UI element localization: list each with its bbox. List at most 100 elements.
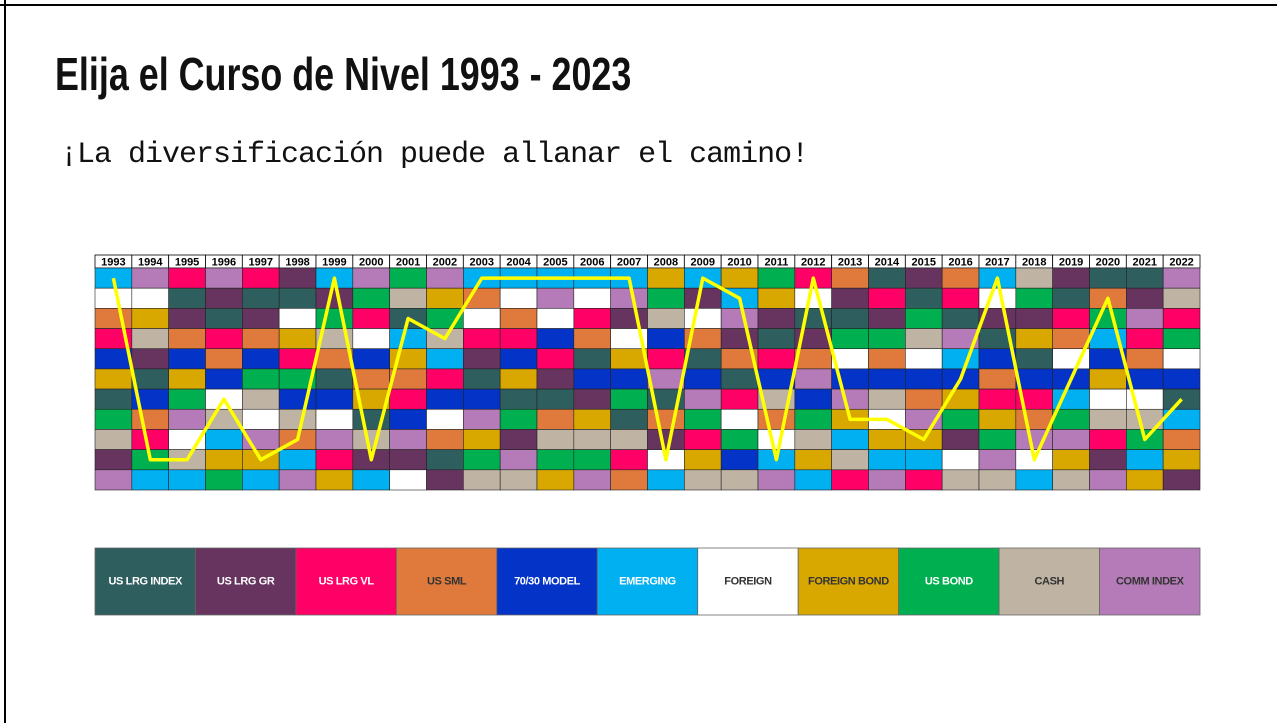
grid-cell [684, 368, 722, 390]
grid-cell [352, 429, 390, 450]
grid-cell [905, 328, 943, 350]
grid-cell [168, 348, 206, 370]
x-tick-label: 2017 [985, 256, 1009, 268]
grid-cell [573, 328, 611, 350]
legend-label: CASH [1035, 575, 1065, 587]
grid-cell [278, 449, 317, 471]
grid-cell [868, 267, 906, 289]
grid-cell [94, 469, 133, 491]
grid-cell [1052, 449, 1090, 471]
grid-cell [463, 408, 501, 430]
grid-cell [1015, 267, 1053, 289]
grid-cell [315, 348, 354, 370]
grid-cell [1015, 408, 1053, 430]
grid-cell [720, 328, 759, 350]
grid-cell [278, 408, 317, 430]
grid-cell [1089, 408, 1127, 430]
subtitle: ¡La diversificación puede allanar el cam… [60, 138, 808, 172]
legend-label: 70/30 MODEL [514, 575, 581, 587]
grid-cell [242, 469, 280, 491]
grid-cell [1162, 449, 1201, 471]
grid-cell [536, 348, 575, 370]
grid-cell [831, 308, 869, 329]
grid-cell [536, 308, 575, 329]
x-tick-label: 1993 [101, 256, 125, 268]
grid-cell [131, 328, 169, 350]
grid-cell [242, 328, 280, 350]
grid-cell [1015, 368, 1053, 390]
grid-cell [831, 328, 869, 350]
grid-cell [647, 308, 685, 329]
grid-cell [352, 469, 390, 491]
legend-label: FOREIGN [724, 575, 772, 587]
x-tick-label: 1996 [212, 256, 236, 268]
x-tick-label: 2001 [396, 256, 420, 268]
grid-cell [168, 388, 206, 410]
grid-cell [168, 408, 206, 430]
grid-cell [499, 469, 538, 491]
grid-cell [757, 287, 796, 309]
x-tick-label: 2011 [764, 256, 788, 268]
grid-cell [242, 368, 280, 390]
legend-swatch [195, 547, 297, 616]
grid-cell [536, 469, 575, 491]
legend-swatch [496, 547, 598, 616]
grid-cell [905, 368, 943, 390]
grid-cell [1089, 267, 1127, 289]
grid-cell [978, 287, 1017, 309]
grid-cell [573, 308, 611, 329]
grid-cell [978, 469, 1017, 491]
x-tick-label: 2000 [359, 256, 383, 268]
grid-cell [94, 449, 133, 471]
grid-cell [868, 469, 906, 491]
grid-cell [757, 368, 796, 390]
grid-cell [242, 287, 280, 309]
grid-cell [94, 348, 133, 370]
grid-cell [978, 408, 1017, 430]
grid-cell [1089, 469, 1127, 491]
legend-label: COMM INDEX [1116, 575, 1185, 587]
grid-cell [1162, 287, 1201, 309]
grid-cell [389, 429, 427, 450]
grid-cell [647, 348, 685, 370]
x-tick-label: 2008 [654, 256, 678, 268]
grid-cell [868, 449, 906, 471]
grid-cell [831, 429, 869, 450]
grid-cell [868, 287, 906, 309]
grid-cell [868, 368, 906, 390]
legend-label: US LRG GR [217, 575, 275, 587]
legend-label: US LRG VL [319, 575, 375, 587]
x-tick-label: 1998 [285, 256, 309, 268]
grid-cell [389, 469, 427, 491]
grid-cell [315, 429, 354, 450]
grid-cell [278, 267, 317, 289]
grid-cell [315, 368, 354, 390]
grid-cell [168, 287, 206, 309]
grid-cell [426, 429, 464, 450]
grid-cell [647, 408, 685, 430]
grid-cell [168, 328, 206, 350]
grid-cell [94, 388, 133, 410]
grid-cell [978, 429, 1017, 450]
grid-cell [499, 429, 538, 450]
rank-line [111, 276, 1183, 462]
x-tick-label: 2004 [506, 256, 531, 268]
x-tick-label: 2012 [801, 256, 825, 268]
legend-swatch [295, 547, 397, 616]
grid-cell [352, 308, 390, 329]
grid-cell [868, 348, 906, 370]
grid-cell [242, 408, 280, 430]
grid-cell [573, 408, 611, 430]
grid-cell [905, 388, 943, 410]
grid-cell [389, 267, 427, 289]
grid-cell [389, 388, 427, 410]
grid-cell [868, 429, 906, 450]
grid-cell [389, 449, 427, 471]
grid-cell [1126, 287, 1164, 309]
grid-cell [794, 449, 832, 471]
legend-swatch [596, 547, 699, 616]
grid-cell [499, 308, 538, 329]
grid-cell [463, 429, 501, 450]
grid-cell [905, 287, 943, 309]
grid-cell [1052, 328, 1090, 350]
